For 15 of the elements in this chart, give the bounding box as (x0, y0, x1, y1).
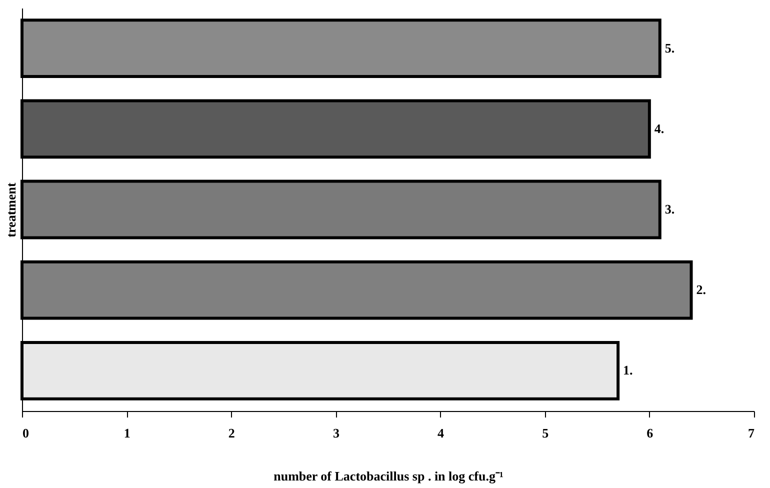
y-tick-label: 3. (664, 202, 675, 216)
x-tick-label: 6 (646, 426, 654, 440)
y-tick-label: 1. (623, 362, 633, 378)
y-axis-title: treatment (4, 182, 18, 238)
x-axis-title: number of Lactobacillus sp . in log cfu.g⁻¹ (274, 468, 504, 484)
y-tick-label: 4. (654, 120, 664, 136)
x-tick-label: 2 (228, 426, 235, 440)
y-tick-label: 2. (696, 282, 706, 298)
x-tick-label: 7 (748, 426, 755, 440)
x-tick-label: 0 (22, 426, 29, 440)
x-tick-label: 4 (438, 426, 445, 440)
y-tick-label: 5. (664, 40, 675, 56)
x-tick-label: 5 (542, 426, 550, 440)
x-tick-label: 3 (332, 426, 340, 440)
x-tick-label: 1 (124, 426, 130, 440)
